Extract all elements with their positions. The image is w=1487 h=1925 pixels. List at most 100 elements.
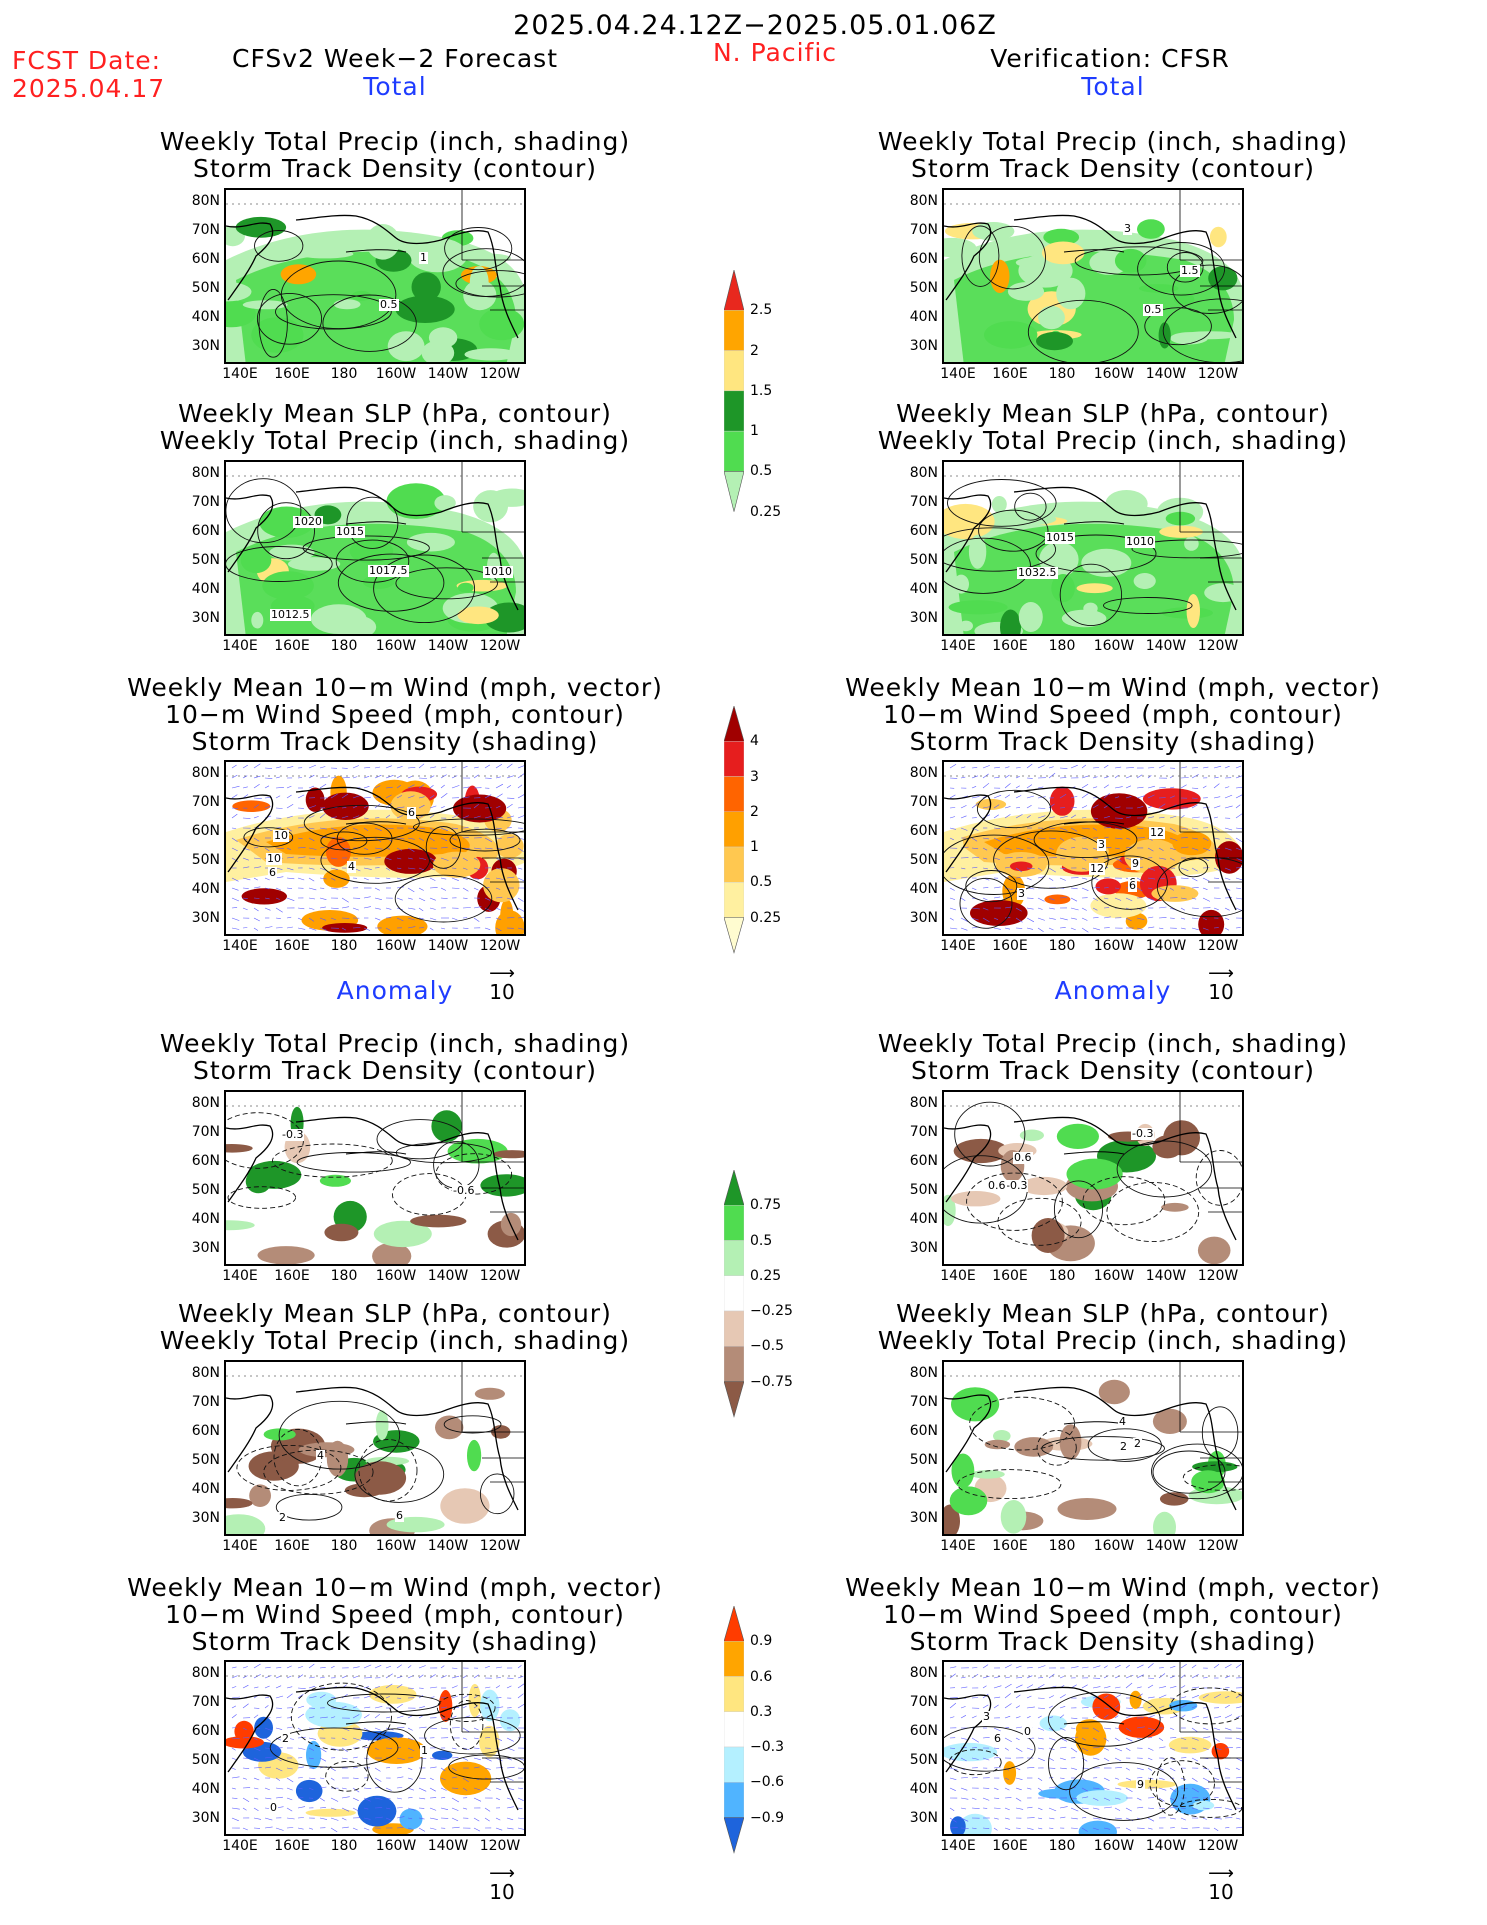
lat-label: 80N [191, 1665, 220, 1681]
lon-label: 140W [1145, 938, 1187, 954]
panel-title-line: Weekly Total Precip (inch, shading) [877, 1029, 1349, 1058]
lon-label: 140E [222, 1538, 258, 1554]
lat-label: 80N [909, 1365, 938, 1381]
lat-label: 70N [191, 222, 220, 238]
lon-label: 180 [1048, 1268, 1076, 1284]
panel-title-line: Storm Track Density (contour) [192, 154, 598, 183]
panel-title-line: Storm Track Density (shading) [909, 727, 1317, 756]
lat-label: 60N [191, 1423, 220, 1439]
lat-label: 80N [191, 193, 220, 209]
lon-label: 180 [1048, 366, 1076, 382]
lat-label: 30N [909, 1510, 938, 1526]
lon-label: 140W [427, 1838, 469, 1854]
colorbar-label: −0.3 [750, 1739, 784, 1755]
colorbar-precip-anom [723, 1168, 745, 1476]
lat-label: 60N [909, 1423, 938, 1439]
colorbar-label: 1.5 [750, 382, 773, 399]
lat-label: 50N [909, 552, 938, 568]
panel-title-line: Weekly Total Precip (inch, shading) [159, 127, 631, 156]
lon-label: 160E [274, 366, 310, 382]
lon-label: 120W [479, 1268, 521, 1284]
lon-label: 140W [1145, 1268, 1187, 1284]
lat-label: 60N [191, 523, 220, 539]
contour-label: 1015 [1045, 531, 1075, 544]
lon-label: 140W [427, 1538, 469, 1554]
lat-label: 50N [191, 1452, 220, 1468]
lat-label: 50N [909, 1452, 938, 1468]
lat-label: 40N [191, 1781, 220, 1797]
contour-label: 4 [347, 860, 356, 873]
lon-label: 160W [375, 1838, 417, 1854]
lon-label: 160W [375, 938, 417, 954]
lon-label: 160W [1093, 638, 1135, 654]
contour-label: 2 [278, 1511, 287, 1524]
lon-label: 140E [940, 1838, 976, 1854]
panel-title-line: Weekly Total Precip (inch, shading) [159, 1029, 631, 1058]
contour-label: 4 [1118, 1415, 1127, 1428]
lat-label: 40N [191, 581, 220, 597]
colorbar-precip-total [723, 269, 745, 576]
contour-label: 3 [1097, 838, 1106, 851]
fcst-date: 2025.04.17 [12, 74, 166, 103]
contour-label: 12 [1149, 826, 1165, 839]
panel-title-fc-4: Weekly Mean SLP (hPa, contour) Weekly Tot… [160, 1300, 630, 1354]
lon-label: 160E [274, 1268, 310, 1284]
lon-label: 120W [479, 938, 521, 954]
panel-title-line: Weekly Mean SLP (hPa, contour) [178, 399, 612, 428]
panel-title-vf-1: Weekly Mean SLP (hPa, contour) Weekly Tot… [878, 400, 1348, 454]
lat-label: 40N [191, 309, 220, 325]
contour-label: 1012.5 [270, 608, 311, 621]
vector-ref-2: ⟶ 10 [1208, 963, 1234, 1005]
lat-label: 80N [909, 465, 938, 481]
region-title: N. Pacific [712, 38, 838, 67]
lon-label: 140E [222, 638, 258, 654]
lon-label: 160W [375, 638, 417, 654]
contour-label: 6 [268, 866, 277, 879]
lat-label: 60N [191, 823, 220, 839]
panel-title-line: 10−m Wind Speed (mph, contour) [165, 1600, 625, 1629]
contour-label: 0.5 [379, 298, 399, 311]
lat-label: 30N [909, 1240, 938, 1256]
contour-label: 2 [1119, 1440, 1128, 1453]
panel-title-line: Weekly Mean 10−m Wind (mph, vector) [127, 1573, 663, 1602]
colorbar-label: −0.6 [750, 1774, 784, 1791]
panel-title-line: Weekly Total Precip (inch, shading) [877, 426, 1349, 455]
lat-label: 40N [909, 1481, 938, 1497]
lon-label: 120W [1197, 938, 1239, 954]
contour-label: 1032.5 [1017, 566, 1058, 579]
vector-ref-1: ⟶ 10 [489, 963, 515, 1005]
contour-label: 1 [419, 251, 428, 264]
panel-title-fc-0: Weekly Total Precip (inch, shading) Storm… [160, 128, 630, 182]
lat-label: 50N [191, 852, 220, 868]
colorbar-label: 0.25 [750, 909, 782, 926]
colorbar-storm-anom [723, 1604, 745, 1912]
colorbar-label: 0.5 [750, 874, 773, 891]
lon-label: 180 [1048, 938, 1076, 954]
colorbar-label: 2 [750, 803, 759, 820]
contour-label: 10 [266, 852, 282, 865]
panel-title-line: Weekly Mean SLP (hPa, contour) [896, 399, 1330, 428]
lon-label: 180 [330, 1538, 358, 1554]
panel-title-vf-4: Weekly Mean SLP (hPa, contour) Weekly Tot… [878, 1300, 1348, 1354]
panel-title-line: 10−m Wind Speed (mph, contour) [883, 1600, 1343, 1629]
panel-title-line: Weekly Total Precip (inch, shading) [877, 127, 1349, 156]
contour-label: 1.5 [1180, 264, 1200, 277]
lat-label: 60N [909, 251, 938, 267]
contour-label: 9 [1131, 857, 1140, 870]
lat-label: 40N [909, 1211, 938, 1227]
lon-label: 140W [1145, 1838, 1187, 1854]
colorbar-label: 0.75 [750, 1197, 782, 1214]
contour-label: 0 [269, 1801, 278, 1814]
fcst-date-label: FCST Date: [12, 46, 162, 75]
contour-label: 3 [982, 1710, 991, 1723]
panel-title-line: Weekly Mean SLP (hPa, contour) [178, 1299, 612, 1328]
panel-title-fc-2: Weekly Mean 10−m Wind (mph, vector) 10−m … [127, 674, 663, 755]
lat-label: 80N [191, 1095, 220, 1111]
lon-label: 140W [427, 1268, 469, 1284]
colorbar-label: −0.5 [750, 1338, 784, 1355]
map-panel-fc-0: 1 0.5 [224, 188, 526, 364]
panel-title-fc-3: Weekly Total Precip (inch, shading) Storm… [160, 1030, 630, 1084]
lat-label: 70N [191, 1124, 220, 1140]
contour-label: -0.3 [1131, 1127, 1155, 1140]
